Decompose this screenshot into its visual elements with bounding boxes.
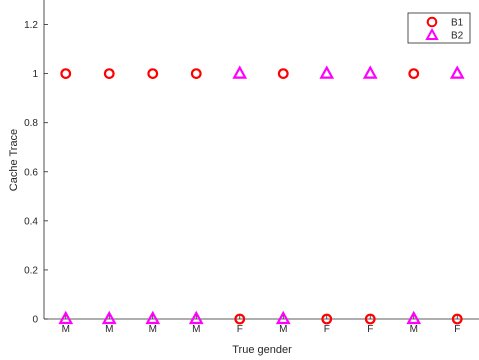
- x-axis-label: True gender: [232, 344, 292, 356]
- b1-point: [451, 313, 463, 325]
- legend-entry-b2: B2: [425, 27, 464, 42]
- b1-point: [277, 68, 289, 80]
- x-tick-label: M: [149, 324, 157, 335]
- x-tick-label: M: [105, 324, 113, 335]
- axes: 0 0.2 0.4 0.6 0.8 1 1.2 M M M M F M F F M F: [24, 0, 479, 335]
- y-tick-label: 0.6: [24, 167, 38, 178]
- x-tick-label: F: [367, 324, 373, 335]
- b1-point: [60, 68, 72, 80]
- b2-point: [406, 310, 422, 325]
- x-tick-label: M: [279, 324, 287, 335]
- b2-point: [188, 310, 204, 325]
- y-tick-label: 0.8: [24, 118, 38, 129]
- b1-point: [364, 313, 376, 325]
- b1-point: [147, 68, 159, 80]
- b1-point: [408, 68, 420, 80]
- x-tick-label: F: [324, 324, 330, 335]
- b2-point: [449, 65, 465, 79]
- b2-point: [101, 310, 117, 325]
- b1-point: [190, 68, 202, 80]
- y-tick-label: 0.4: [24, 216, 38, 227]
- x-tick-label: F: [454, 324, 460, 335]
- legend-box: [407, 12, 471, 44]
- legend-b1-label: B1: [451, 18, 464, 29]
- b1-point: [321, 313, 333, 325]
- plot-area: [44, 0, 479, 319]
- legend: B1 B2: [407, 12, 471, 44]
- y-tick-label: 1: [32, 69, 38, 80]
- y-tick-label: 0: [32, 315, 38, 326]
- b2-point: [275, 310, 291, 325]
- b2-point: [232, 65, 248, 79]
- b2-point: [319, 65, 335, 79]
- b1-point: [103, 68, 115, 80]
- legend-b2-label: B2: [451, 31, 464, 42]
- legend-b1-marker-icon: [426, 16, 438, 28]
- b2-point: [145, 310, 161, 325]
- x-tick-label: M: [410, 324, 418, 335]
- y-axis-label: Cache Trace: [8, 129, 20, 191]
- x-tick-label: M: [192, 324, 200, 335]
- y-tick-label: 1.2: [24, 20, 38, 31]
- b2-point: [362, 65, 378, 79]
- b2-point: [58, 310, 74, 325]
- legend-b2-marker-icon: [425, 27, 439, 40]
- x-tick-label: M: [62, 324, 70, 335]
- b1-point: [234, 313, 246, 325]
- y-tick-label: 0.2: [24, 265, 38, 276]
- x-tick-label: F: [237, 324, 243, 335]
- legend-entry-b1: B1: [426, 16, 464, 29]
- data-marks: [58, 65, 465, 325]
